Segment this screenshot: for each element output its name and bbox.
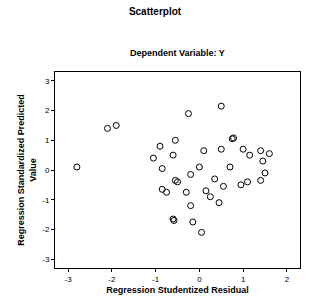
svg-text:-1: -1 (42, 196, 50, 205)
svg-text:2: 2 (45, 106, 50, 115)
svg-text:1: 1 (241, 275, 246, 284)
svg-text:-3: -3 (65, 275, 73, 284)
svg-text:Regression Studentized Residua: Regression Studentized Residual (106, 285, 249, 295)
svg-text:Regression Standardized Predic: Regression Standardized PredictedValue (16, 94, 38, 246)
svg-text:-2: -2 (42, 225, 50, 234)
svg-text:2: 2 (285, 275, 290, 284)
svg-text:-3: -3 (42, 255, 50, 264)
svg-text:-2: -2 (108, 275, 116, 284)
svg-text:1: 1 (45, 136, 50, 145)
svg-text:Dependent Variable: Y: Dependent Variable: Y (130, 48, 225, 58)
svg-text:-1: -1 (152, 275, 160, 284)
svg-text:0: 0 (45, 166, 50, 175)
svg-text:Scatterplot: Scatterplot (129, 6, 182, 17)
svg-text:3: 3 (45, 77, 50, 86)
svg-text:0: 0 (197, 275, 202, 284)
